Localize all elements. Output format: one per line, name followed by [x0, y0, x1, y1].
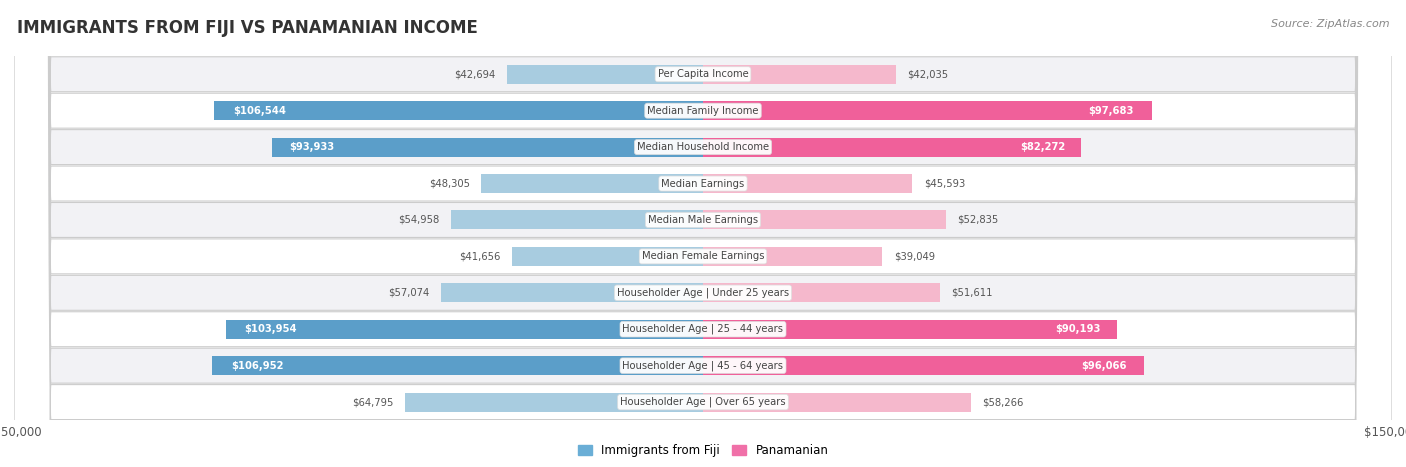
Text: Median Earnings: Median Earnings [661, 178, 745, 189]
Bar [441, 283, 703, 302]
Bar [703, 138, 1081, 156]
FancyBboxPatch shape [14, 0, 1392, 467]
Legend: Immigrants from Fiji, Panamanian: Immigrants from Fiji, Panamanian [574, 439, 832, 462]
Text: Median Female Earnings: Median Female Earnings [641, 251, 765, 262]
Text: Median Family Income: Median Family Income [647, 106, 759, 116]
Bar [481, 174, 703, 193]
Text: $64,795: $64,795 [353, 397, 394, 407]
FancyBboxPatch shape [14, 0, 1392, 467]
Bar [508, 65, 703, 84]
Text: Median Male Earnings: Median Male Earnings [648, 215, 758, 225]
Text: $93,933: $93,933 [288, 142, 335, 152]
Text: $103,954: $103,954 [245, 324, 297, 334]
Text: $51,611: $51,611 [952, 288, 993, 298]
Bar [703, 356, 1144, 375]
Bar [703, 65, 896, 84]
FancyBboxPatch shape [14, 0, 1392, 467]
Text: $42,035: $42,035 [907, 69, 949, 79]
Text: $42,694: $42,694 [454, 69, 495, 79]
Text: $90,193: $90,193 [1056, 324, 1101, 334]
Bar [225, 320, 703, 339]
FancyBboxPatch shape [14, 0, 1392, 467]
FancyBboxPatch shape [14, 0, 1392, 467]
Text: IMMIGRANTS FROM FIJI VS PANAMANIAN INCOME: IMMIGRANTS FROM FIJI VS PANAMANIAN INCOM… [17, 19, 478, 37]
Text: $106,544: $106,544 [233, 106, 287, 116]
FancyBboxPatch shape [14, 0, 1392, 467]
Bar [703, 393, 970, 411]
Text: $106,952: $106,952 [232, 361, 284, 371]
Text: Householder Age | Over 65 years: Householder Age | Over 65 years [620, 397, 786, 407]
Bar [512, 247, 703, 266]
Text: $48,305: $48,305 [429, 178, 470, 189]
FancyBboxPatch shape [14, 0, 1392, 467]
Bar [271, 138, 703, 156]
Text: Householder Age | Under 25 years: Householder Age | Under 25 years [617, 288, 789, 298]
Text: $82,272: $82,272 [1021, 142, 1066, 152]
Bar [450, 211, 703, 229]
Text: Source: ZipAtlas.com: Source: ZipAtlas.com [1271, 19, 1389, 28]
Bar [703, 247, 883, 266]
Text: $58,266: $58,266 [983, 397, 1024, 407]
Text: $97,683: $97,683 [1088, 106, 1133, 116]
Text: Householder Age | 45 - 64 years: Householder Age | 45 - 64 years [623, 361, 783, 371]
Text: $45,593: $45,593 [924, 178, 965, 189]
Bar [703, 320, 1118, 339]
Bar [703, 283, 941, 302]
Text: $57,074: $57,074 [388, 288, 429, 298]
Bar [405, 393, 703, 411]
Text: $54,958: $54,958 [398, 215, 439, 225]
Text: $41,656: $41,656 [458, 251, 501, 262]
Bar [214, 101, 703, 120]
Bar [703, 211, 946, 229]
Bar [212, 356, 703, 375]
Text: $52,835: $52,835 [957, 215, 998, 225]
FancyBboxPatch shape [14, 0, 1392, 467]
FancyBboxPatch shape [14, 0, 1392, 467]
Text: $96,066: $96,066 [1081, 361, 1126, 371]
Text: Per Capita Income: Per Capita Income [658, 69, 748, 79]
Text: Householder Age | 25 - 44 years: Householder Age | 25 - 44 years [623, 324, 783, 334]
Bar [703, 174, 912, 193]
Text: $39,049: $39,049 [894, 251, 935, 262]
FancyBboxPatch shape [14, 0, 1392, 467]
Text: Median Household Income: Median Household Income [637, 142, 769, 152]
Bar [703, 101, 1152, 120]
